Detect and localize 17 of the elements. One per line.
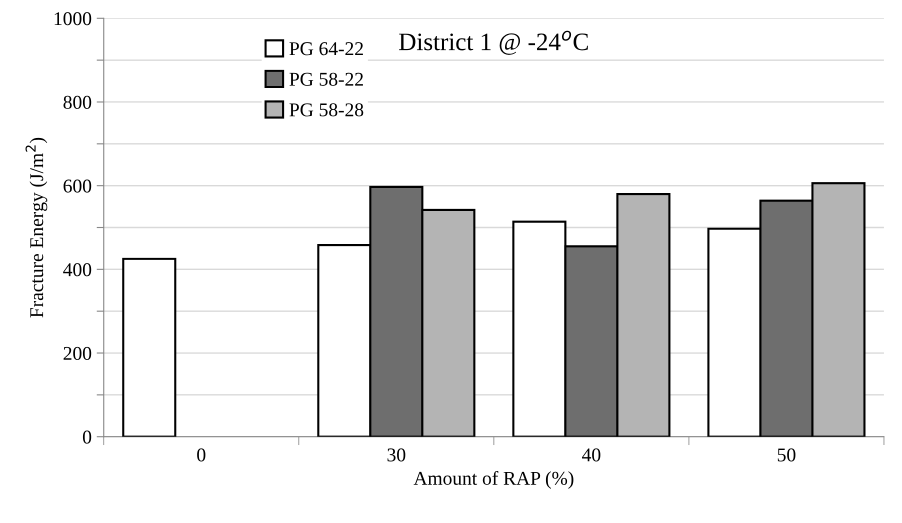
x-tick-label: 40	[582, 448, 600, 462]
y-tick-label: 800	[64, 96, 92, 109]
chart-title: District 1 @ -24$^{o}$C	[399, 30, 588, 55]
x-axis-title: Amount of RAP (%)	[414, 471, 574, 489]
bar	[122, 258, 176, 437]
legend-label: PG 58-22	[289, 72, 363, 86]
x-tick-label: 50	[778, 448, 796, 462]
y-axis-title: Fracture Energy (J/m$^{2}$)	[26, 138, 48, 318]
y-tick-label: 600	[64, 179, 92, 193]
x-tick-label: 30	[388, 448, 406, 462]
y-tick-label: 1000	[54, 12, 92, 26]
legend-label: PG 58-28	[289, 103, 364, 116]
y-tick-label: 0	[82, 430, 92, 444]
legend-label: PG 64-22	[289, 42, 363, 56]
y-tick-label: 200	[64, 346, 92, 360]
y-tick-label: 400	[63, 263, 92, 276]
x-tick-label: 0	[197, 448, 206, 462]
